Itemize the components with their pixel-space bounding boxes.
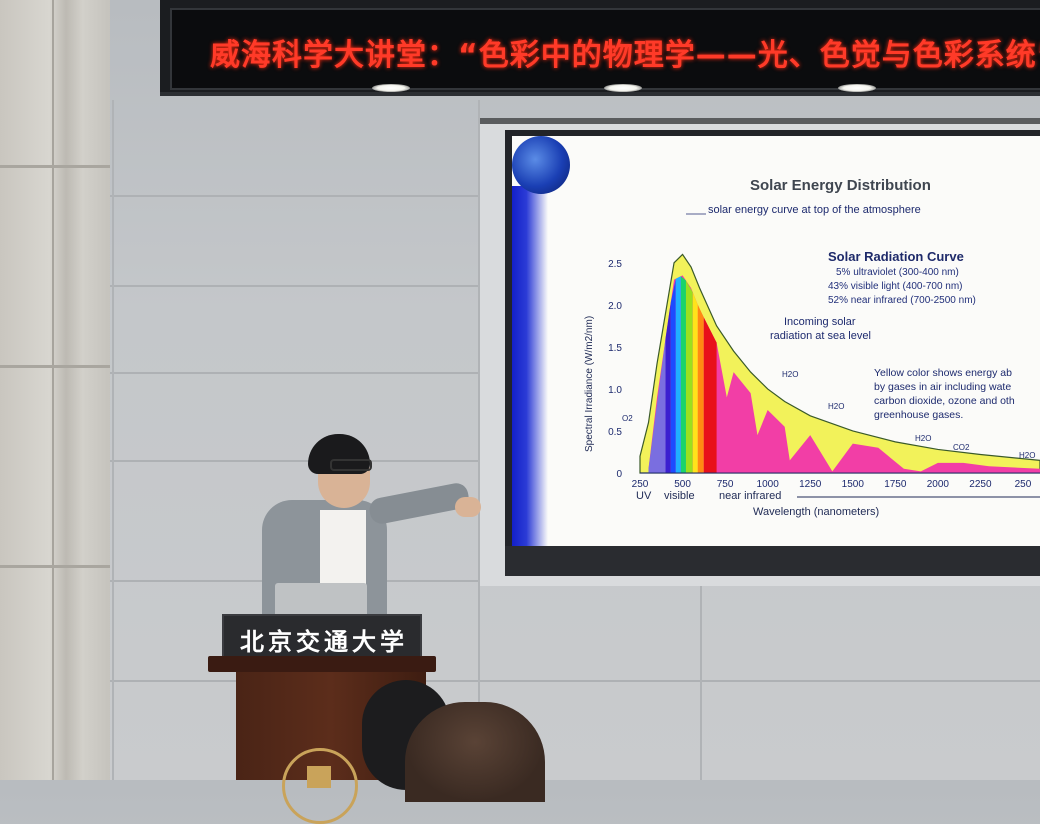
led-banner-panel: 威海科学大讲堂：“色彩中的物理学——光、色觉与色彩系统” — [170, 8, 1040, 90]
gas-label-h2o: H2O — [828, 402, 845, 411]
y-tick-label: 0 — [616, 469, 622, 480]
x-tick-label: 2000 — [927, 479, 950, 490]
screen-bottom-bar — [505, 546, 1040, 576]
wall-panel-vline — [112, 100, 114, 780]
solar-energy-chart: 0 0.5 1.0 1.5 2.0 2.5 250 500 750 1000 1250 1500 175… — [608, 213, 1040, 498]
wall-panel-line — [110, 680, 1040, 682]
gas-label-h2o: H2O — [1019, 451, 1036, 460]
x-tick-label: 1500 — [842, 479, 865, 490]
top-curve-label: solar energy curve at top of the atmosph… — [708, 204, 921, 216]
y-axis-label: Spectral Irradiance (W/m2/nm) — [584, 315, 595, 452]
left-wall — [0, 0, 110, 780]
globe-icon — [512, 136, 570, 194]
ceiling-light — [372, 84, 410, 92]
yellow-note-line1: Yellow color shows energy ab — [874, 367, 1012, 379]
slide-title: Solar Energy Distribution — [750, 177, 931, 194]
sea-level-area — [648, 275, 1040, 473]
spectrum-band — [703, 317, 717, 473]
spectrum-band — [665, 303, 671, 473]
incoming-label-line2: radiation at sea level — [770, 330, 871, 342]
presentation-slide: Solar Energy Distribution 0 0.5 1.0 1.5 2.0 2… — [512, 136, 1040, 546]
x-axis-label: Wavelength (nanometers) — [753, 506, 880, 518]
gas-label-co2: CO2 — [953, 443, 970, 452]
podium-top — [208, 656, 436, 672]
gas-label-h2o: H2O — [915, 434, 932, 443]
wall-groove — [0, 365, 110, 368]
x-tick-label: 1000 — [757, 479, 780, 490]
laptop — [275, 583, 367, 615]
x-tick-label: 2250 — [969, 479, 992, 490]
slide-blue-edge — [512, 186, 548, 546]
gas-label-h2o: H2O — [782, 370, 799, 379]
spectrum-band — [670, 278, 676, 473]
ceiling-light — [604, 84, 642, 92]
glasses-icon — [330, 459, 372, 471]
ceiling-light — [838, 84, 876, 92]
radiation-line-uv: 5% ultraviolet (300-400 nm) — [836, 267, 959, 278]
spectrum-band — [692, 292, 698, 473]
y-tick-label: 2.0 — [608, 301, 622, 312]
podium-sign-text: 北京交通大学 — [240, 627, 408, 656]
wall-seam — [52, 0, 54, 780]
spectrum-band — [685, 280, 693, 473]
x-tick-label: 1750 — [884, 479, 907, 490]
wall-panel-vline — [700, 580, 702, 780]
band-label-visible: visible — [664, 490, 695, 502]
gas-label-o2: O2 — [622, 414, 633, 423]
y-tick-label: 2.5 — [608, 259, 622, 270]
spectrum-band — [648, 338, 666, 473]
x-tick-label: 500 — [674, 479, 691, 490]
wall-groove — [0, 165, 110, 168]
speaker-hand — [455, 497, 481, 517]
emblem-center — [307, 766, 331, 788]
band-label-near-infrared: near infrared — [719, 490, 782, 502]
x-tick-label: 250 — [1015, 479, 1032, 490]
yellow-note-line2: by gases in air including wate — [874, 381, 1012, 393]
y-tick-label: 0.5 — [608, 427, 622, 438]
radiation-line-infrared: 52% near infrared (700-2500 nm) — [828, 295, 976, 306]
radiation-curve-title: Solar Radiation Curve — [828, 249, 964, 264]
spectrum-band — [697, 304, 704, 473]
audience-head — [405, 702, 545, 802]
y-tick-label: 1.5 — [608, 343, 622, 354]
incoming-label-line1: Incoming solar — [784, 316, 856, 328]
led-banner: 威海科学大讲堂：“色彩中的物理学——光、色觉与色彩系统” — [160, 0, 1040, 96]
x-tick-label: 750 — [717, 479, 734, 490]
spectrum-band — [675, 276, 681, 473]
radiation-line-visible: 43% visible light (400-700 nm) — [828, 281, 963, 292]
banner-title: 威海科学大讲堂：“色彩中的物理学——光、色觉与色彩系统” — [210, 38, 1040, 73]
speaker-hair — [308, 434, 370, 474]
spectrum-band — [680, 276, 686, 473]
podium-sign: 北京交通大学 — [222, 614, 422, 658]
x-tick-label: 250 — [632, 479, 649, 490]
x-tick-label: 1250 — [799, 479, 822, 490]
yellow-note-line3: carbon dioxide, ozone and oth — [874, 395, 1015, 407]
band-label-uv: UV — [636, 490, 652, 502]
wall-groove — [0, 565, 110, 568]
y-tick-label: 1.0 — [608, 385, 622, 396]
wall-panel-vline — [478, 100, 480, 780]
yellow-note-line4: greenhouse gases. — [874, 409, 964, 421]
